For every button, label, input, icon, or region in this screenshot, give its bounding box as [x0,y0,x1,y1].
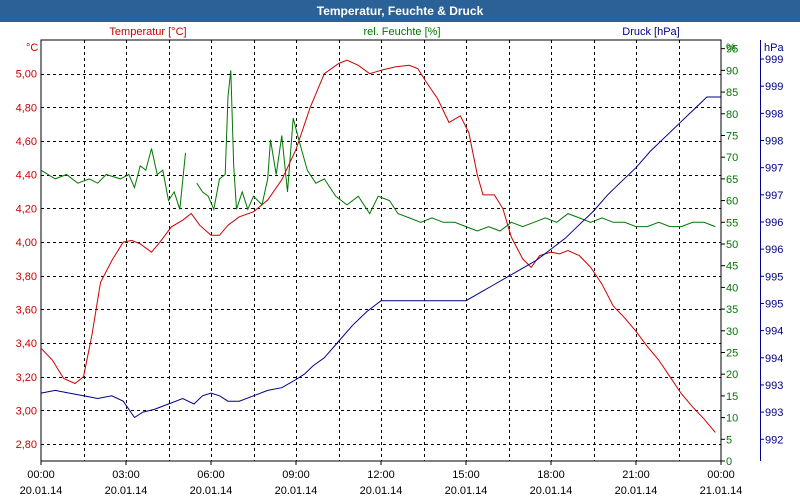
temperature-tick-label: 3,40 [16,338,37,350]
x-tick-label-time: 00:00 [707,469,735,481]
temperature-tick-label: 4,40 [16,170,37,182]
humidity-tick-label: 50 [726,239,738,251]
temperature-tick-label: 3,00 [16,405,37,417]
temperature-tick-label: 2,80 [16,439,37,451]
humidity-tick-label: 25 [726,347,738,359]
x-tick-label-date: 20.01.14 [105,485,148,497]
humidity-tick-label: 40 [726,282,738,294]
humidity-tick-label: 55 [726,217,738,229]
pressure-tick-label: 994 [765,353,783,365]
humidity-tick-label: 15 [726,391,738,403]
humidity-tick-label: 45 [726,261,738,273]
temperature-tick-label: 4,20 [16,203,37,215]
pressure-tick-label: 997 [765,190,783,202]
x-tick-label-time: 12:00 [367,469,395,481]
pressure-tick-label: 997 [765,163,783,175]
pressure-unit-label: hPa [764,42,784,54]
humidity-tick-label: 85 [726,87,738,99]
x-tick-label-date: 20.01.14 [275,485,318,497]
pressure-tick-label: 994 [765,326,783,338]
temperature-tick-label: 3,60 [16,304,37,316]
x-tick-label-time: 06:00 [197,469,225,481]
humidity-tick-label: 75 [726,130,738,142]
humidity-tick-label: 10 [726,413,738,425]
humidity-tick-label: 20 [726,369,738,381]
pressure-tick-label: 999 [765,81,783,93]
x-tick-label-time: 15:00 [452,469,480,481]
x-tick-label-date: 20.01.14 [530,485,573,497]
humidity-tick-label: 80 [726,109,738,121]
x-tick-label-date: 21.01.14 [700,485,743,497]
humidity-tick-label: 5 [726,434,732,446]
x-tick-label-date: 20.01.14 [445,485,488,497]
temperature-tick-label: 3,80 [16,271,37,283]
x-tick-label-time: 03:00 [112,469,140,481]
pressure-tick-label: 993 [765,407,783,419]
x-tick-label-date: 20.01.14 [190,485,233,497]
temperature-tick-label: 4,80 [16,102,37,114]
legend-label: Druck [hPa] [622,26,679,38]
temperature-unit-label: °C [26,42,38,54]
pressure-tick-label: 992 [765,434,783,446]
humidity-tick-label: 0 [726,456,732,468]
humidity-tick-label: 30 [726,326,738,338]
humidity-tick-label: 95 [726,44,738,56]
series-line-humidity [40,148,186,210]
humidity-unit-label: % [726,42,736,54]
pressure-tick-label: 995 [765,271,783,283]
humidity-tick-label: 65 [726,174,738,186]
pressure-tick-label: 999 [765,54,783,66]
pressure-tick-label: 993 [765,380,783,392]
x-tick-label-time: 18:00 [537,469,565,481]
x-tick-label-date: 20.01.14 [20,485,63,497]
temperature-tick-label: 3,20 [16,372,37,384]
humidity-tick-label: 70 [726,152,738,164]
temperature-tick-label: 4,00 [16,237,37,249]
pressure-tick-label: 996 [765,244,783,256]
legend-label: Temperatur [°C] [109,26,186,38]
humidity-tick-label: 35 [726,304,738,316]
pressure-tick-label: 996 [765,217,783,229]
pressure-tick-label: 995 [765,298,783,310]
series-group [40,59,721,433]
legend-label: rel. Feuchte [%] [363,26,440,38]
pressure-tick-label: 998 [765,135,783,147]
axes-group: 2,80 3,00 3,20 3,40 3,60 3,80 4,00 4,20 4,40 4,60… [16,26,785,497]
pressure-tick-label: 998 [765,108,783,120]
x-tick-label-time: 00:00 [27,469,55,481]
chart-window-title: Temperatur, Feuchte & Druck [0,0,800,22]
temperature-tick-label: 4,60 [16,136,37,148]
x-tick-label-date: 20.01.14 [360,485,403,497]
humidity-tick-label: 60 [726,196,738,208]
series-line-temperature [40,59,716,433]
x-tick-label-date: 20.01.14 [615,485,658,497]
temperature-tick-label: 5,00 [16,69,37,81]
x-tick-label-time: 21:00 [622,469,650,481]
x-tick-label-time: 09:00 [282,469,310,481]
series-line-pressure [40,96,721,419]
humidity-tick-label: 90 [726,65,738,77]
series-line-humidity [196,70,716,232]
